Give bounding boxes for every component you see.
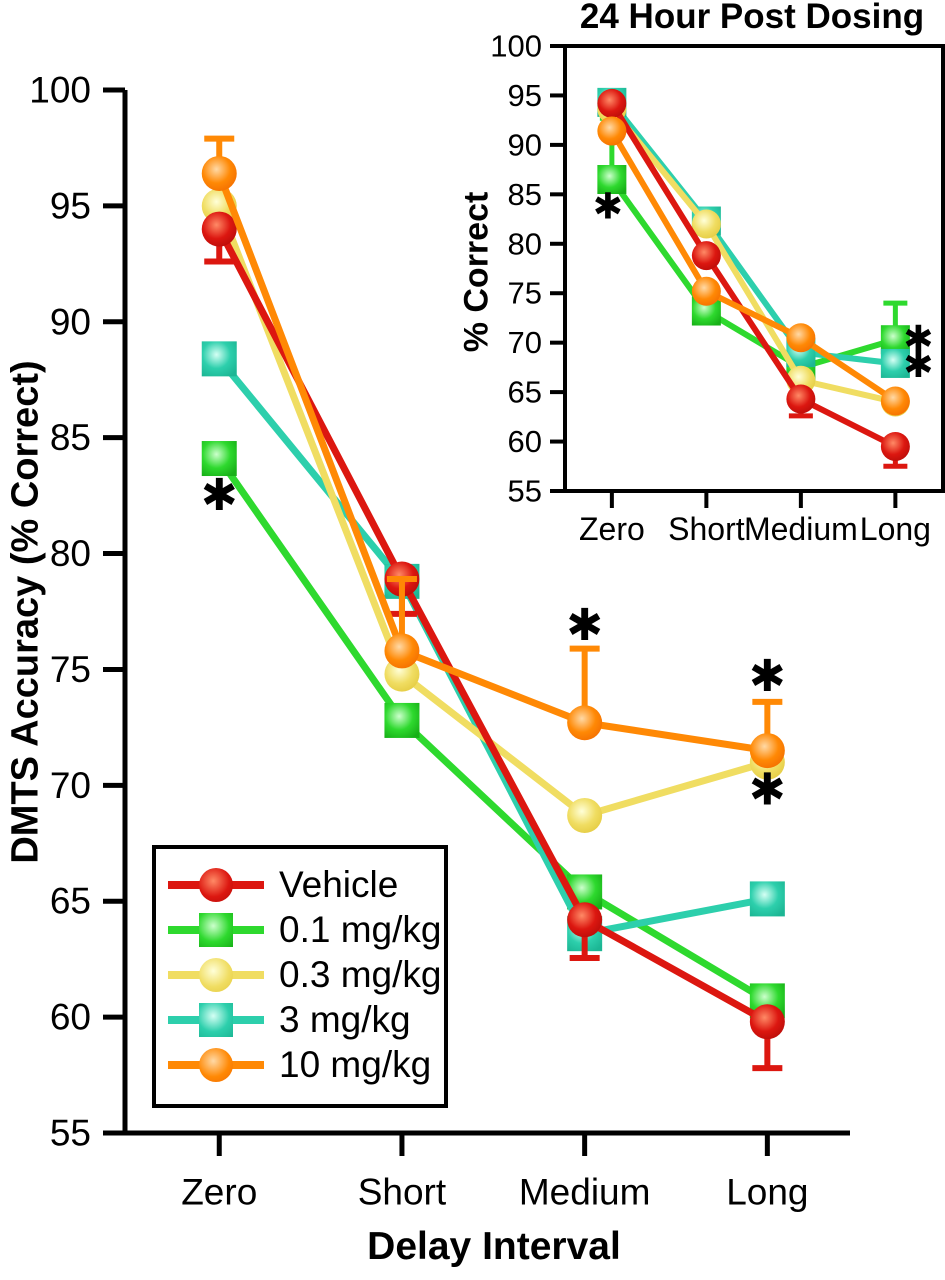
data-point-marker	[567, 797, 603, 833]
data-point-marker	[384, 702, 420, 738]
data-point-marker	[749, 881, 785, 917]
series-line	[216, 356, 769, 938]
y-tick-label: 75	[508, 276, 542, 311]
series-line	[609, 107, 897, 405]
legend-item-0.3mgkg: 0.3 mg/kg	[168, 952, 444, 997]
y-tick-label: 100	[29, 70, 91, 111]
significance-asterisk: ✱	[593, 186, 623, 227]
y-tick-label: 65	[50, 881, 91, 922]
legend-label: 0.3 mg/kg	[279, 953, 442, 995]
y-tick-label: 80	[50, 533, 91, 574]
series-line	[609, 177, 897, 371]
x-category-label: Long	[860, 511, 931, 547]
legend: Vehicle 0.1 mg/kg 0.3 mg/kg 3 mg/kg 10 m…	[152, 845, 448, 1108]
data-point-marker	[880, 432, 910, 461]
data-point-marker	[201, 441, 237, 477]
x-category-label: Short	[358, 1172, 447, 1213]
data-point-marker	[567, 902, 603, 938]
significance-asterisk: ✱	[903, 318, 933, 359]
data-point-marker	[201, 155, 237, 191]
inset-frame	[563, 44, 945, 493]
data-point-marker	[691, 209, 721, 239]
data-point-marker	[567, 705, 603, 741]
data-point-marker	[597, 88, 627, 118]
legend-marker-0.3mgkg	[168, 957, 264, 993]
legend-marker-3mgkg	[168, 1002, 264, 1038]
x-category-label: Long	[726, 1172, 808, 1213]
significance-asterisk: ✱	[903, 344, 933, 385]
y-tick-label: 60	[50, 997, 91, 1038]
legend-item-10mgkg: 10 mg/kg	[168, 1042, 444, 1087]
legend-marker-10mgkg	[168, 1047, 264, 1083]
data-point-marker	[880, 386, 910, 416]
data-point-marker	[691, 276, 721, 306]
series-line	[609, 101, 897, 450]
data-point-marker	[749, 733, 785, 769]
y-tick-label: 95	[50, 185, 91, 226]
legend-label: Vehicle	[279, 863, 399, 905]
x-category-label: Zero	[181, 1172, 257, 1213]
inset-y-axis-title: % Correct	[457, 191, 496, 353]
y-tick-label: 65	[508, 375, 542, 410]
data-point-marker	[201, 341, 237, 377]
legend-label: 3 mg/kg	[279, 998, 411, 1040]
y-tick-label: 60	[508, 424, 542, 459]
data-point-marker	[749, 1004, 785, 1040]
x-category-label: Zero	[579, 511, 645, 547]
x-category-label: Short	[668, 511, 745, 547]
series-line	[609, 100, 896, 367]
main-x-axis-title: Delay Interval	[367, 1225, 621, 1268]
series-3-mg-kg	[597, 87, 910, 378]
legend-item-0.1mgkg: 0.1 mg/kg	[168, 907, 444, 952]
y-tick-label: 100	[490, 29, 542, 64]
legend-label: 10 mg/kg	[279, 1043, 432, 1085]
significance-asterisk: ✱	[749, 765, 786, 814]
legend-marker-vehicle	[168, 867, 264, 903]
x-category-label: Medium	[519, 1172, 651, 1213]
y-tick-label: 55	[50, 1113, 91, 1154]
y-tick-label: 80	[508, 226, 542, 261]
significance-asterisk: ✱	[749, 652, 786, 701]
x-category-label: Medium	[744, 511, 858, 547]
y-tick-label: 90	[508, 127, 542, 162]
series-line	[215, 172, 768, 755]
main-plot: 55 60 65 70 75 80 85 90 95 100 Zero Short Medium Long…	[29, 70, 850, 1213]
series-Vehicle	[597, 88, 910, 469]
legend-item-3mgkg: 3 mg/kg	[168, 997, 444, 1042]
y-tick-label: 55	[508, 474, 542, 509]
data-point-marker	[201, 211, 237, 247]
data-point-marker	[880, 348, 910, 378]
data-point-marker	[691, 241, 721, 271]
y-tick-label: 90	[50, 301, 91, 342]
series-line	[216, 456, 770, 1004]
y-tick-label: 75	[50, 649, 91, 690]
inset-plot: 55 60 65 70 75 80 85 90 95 100 Zero Short Medium Long…	[490, 29, 945, 547]
data-point-marker	[786, 323, 816, 353]
legend-item-vehicle: Vehicle	[168, 862, 444, 907]
y-tick-label: 85	[50, 417, 91, 458]
y-tick-label: 70	[50, 765, 91, 806]
y-tick-label: 85	[508, 177, 542, 212]
significance-asterisk: ✱	[201, 471, 238, 520]
inset-title: 24 Hour Post Dosing	[579, 0, 925, 36]
series-10-mg-kg	[201, 135, 785, 769]
legend-label: 0.1 mg/kg	[279, 908, 442, 950]
data-point-marker	[384, 633, 420, 669]
significance-asterisk: ✱	[566, 601, 603, 650]
series-10-mg-kg	[597, 116, 910, 416]
main-y-axis-title: DMTS Accuracy (% Correct)	[4, 360, 47, 864]
data-point-marker	[597, 165, 627, 194]
legend-marker-0.1mgkg	[168, 912, 264, 948]
data-point-marker	[597, 116, 627, 146]
y-tick-label: 95	[508, 78, 542, 113]
series-line	[609, 129, 898, 404]
data-point-marker	[786, 384, 816, 414]
y-tick-label: 70	[508, 325, 542, 360]
